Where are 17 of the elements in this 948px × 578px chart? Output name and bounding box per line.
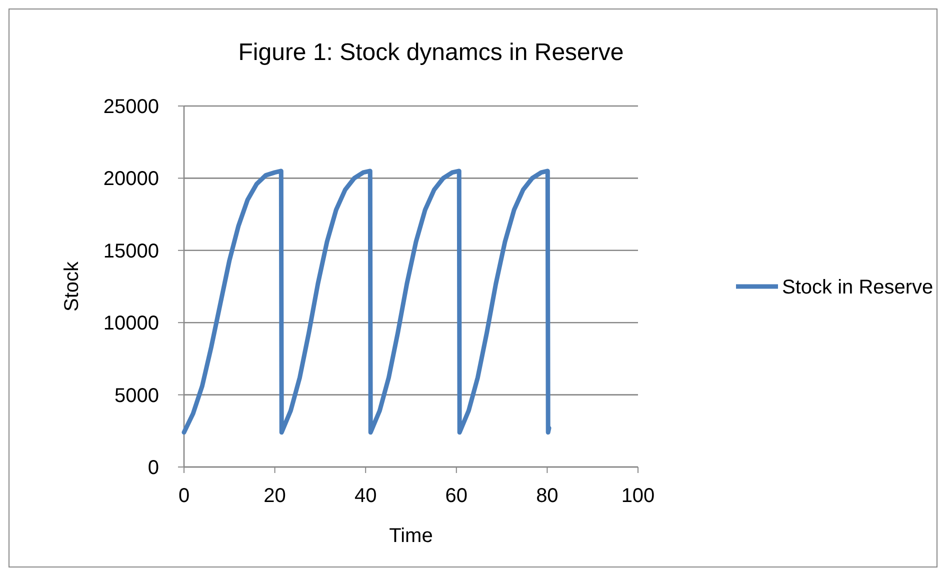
x-tick-label: 100 (621, 485, 655, 507)
y-axis-title: Stock (61, 260, 83, 312)
line-series (182, 168, 552, 435)
y-tick-label: 15000 (103, 240, 159, 262)
x-tick-label: 60 (445, 485, 468, 507)
x-tick-label: 0 (178, 485, 190, 507)
x-tick-label: 20 (264, 485, 286, 507)
x-axis-title: Time (389, 525, 433, 547)
x-tick-label: 80 (536, 485, 558, 507)
chart-title: Figure 1: Stock dynamcs in Reserve (238, 39, 624, 66)
y-tick-label: 25000 (103, 96, 159, 118)
y-tick-label: 0 (148, 457, 159, 479)
x-tick-label: 40 (354, 485, 377, 507)
y-tick-label: 5000 (114, 384, 159, 407)
y-tick-label: 20000 (103, 168, 159, 190)
legend-label: Stock in Reserve (782, 276, 934, 298)
y-tick-label: 10000 (103, 312, 159, 335)
